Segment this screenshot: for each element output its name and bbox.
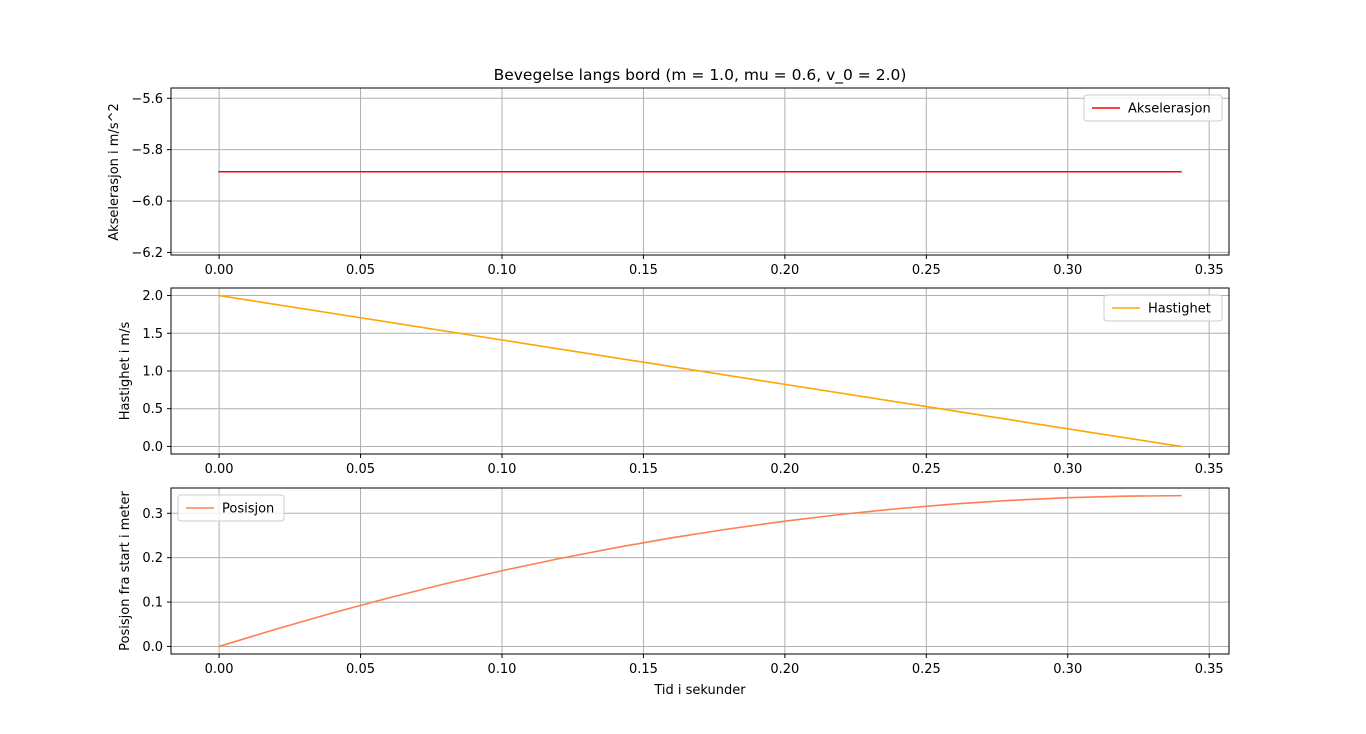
position-x-tick-label: 0.10	[488, 662, 517, 677]
acceleration-x-tick-label: 0.20	[770, 263, 799, 278]
acceleration-y-tick-label: −6.0	[131, 195, 163, 210]
position-x-tick-label: 0.30	[1053, 662, 1082, 677]
position-x-tick-label: 0.15	[629, 662, 658, 677]
velocity-x-tick-label: 0.35	[1195, 462, 1224, 477]
acceleration-x-tick-label: 0.15	[629, 263, 658, 278]
acceleration-y-tick-label: −5.6	[131, 92, 163, 107]
velocity-y-tick-label: 0.5	[142, 402, 163, 417]
velocity-y-tick-label: 2.0	[142, 289, 163, 304]
acceleration-x-tick-label: 0.00	[205, 263, 234, 278]
acceleration-x-tick-label: 0.10	[488, 263, 517, 278]
velocity-x-tick-label: 0.25	[912, 462, 941, 477]
position-y-tick-label: 0.3	[142, 507, 163, 522]
acceleration-legend-box	[1083, 94, 1223, 122]
velocity-x-tick-label: 0.15	[629, 462, 658, 477]
velocity-series-line	[218, 294, 1182, 448]
chart-title: Bevegelse langs bord (m = 1.0, mu = 0.6,…	[494, 66, 907, 85]
velocity-y-tick-label: 0.0	[142, 440, 163, 455]
velocity-ylabel: Hastighet i m/s	[118, 322, 133, 421]
position-y-tick-label: 0.1	[142, 596, 163, 611]
acceleration-legend: Akselerasjon	[1083, 94, 1223, 122]
position-y-tick-label: 0.2	[142, 551, 163, 566]
position-y-tick-label: 0.0	[142, 640, 163, 655]
acceleration-x-tick-label: 0.25	[912, 263, 941, 278]
velocity-panel: Hastighet i m/s 0.00 0.05 0.10 0.15 0.20 0.25…	[118, 287, 1230, 477]
velocity-x-tick-label: 0.30	[1053, 462, 1082, 477]
acceleration-x-tick-label: 0.30	[1053, 263, 1082, 278]
velocity-x-tick-label: 0.05	[346, 462, 375, 477]
acceleration-y-tick-label: −6.2	[131, 246, 163, 261]
acceleration-x-tick-label: 0.05	[346, 263, 375, 278]
acceleration-y-tick-label: −5.8	[131, 143, 163, 158]
acceleration-panel: Bevegelse langs bord (m = 1.0, mu = 0.6,…	[107, 66, 1230, 278]
position-legend-label: Posisjon	[222, 502, 274, 517]
acceleration-legend-label: Akselerasjon	[1128, 102, 1211, 117]
position-xlabel: Tid i sekunder	[653, 683, 746, 698]
position-axes-frame	[170, 487, 1230, 655]
acceleration-x-tick-label: 0.35	[1195, 263, 1224, 278]
velocity-legend-box	[1103, 294, 1223, 322]
position-series-line	[218, 494, 1182, 648]
position-legend: Posisjon	[177, 494, 285, 522]
position-x-tick-label: 0.00	[205, 662, 234, 677]
velocity-legend: Hastighet	[1103, 294, 1223, 322]
position-ylabel: Posisjon fra start i meter	[118, 490, 133, 650]
velocity-x-tick-label: 0.10	[488, 462, 517, 477]
acceleration-axes-frame	[170, 87, 1230, 256]
position-x-tick-label: 0.20	[770, 662, 799, 677]
velocity-x-tick-label: 0.00	[205, 462, 234, 477]
position-legend-box	[177, 494, 285, 522]
velocity-y-tick-label: 1.5	[142, 327, 163, 342]
position-x-tick-label: 0.05	[346, 662, 375, 677]
acceleration-ylabel: Akselerasjon i m/s^2	[107, 103, 122, 241]
position-x-tick-label: 0.35	[1195, 662, 1224, 677]
velocity-legend-label: Hastighet	[1148, 302, 1211, 317]
velocity-x-tick-label: 0.20	[770, 462, 799, 477]
position-x-tick-label: 0.25	[912, 662, 941, 677]
velocity-y-tick-label: 1.0	[142, 365, 163, 380]
position-panel: Posisjon fra start i meter Tid i sekunde…	[118, 487, 1230, 698]
